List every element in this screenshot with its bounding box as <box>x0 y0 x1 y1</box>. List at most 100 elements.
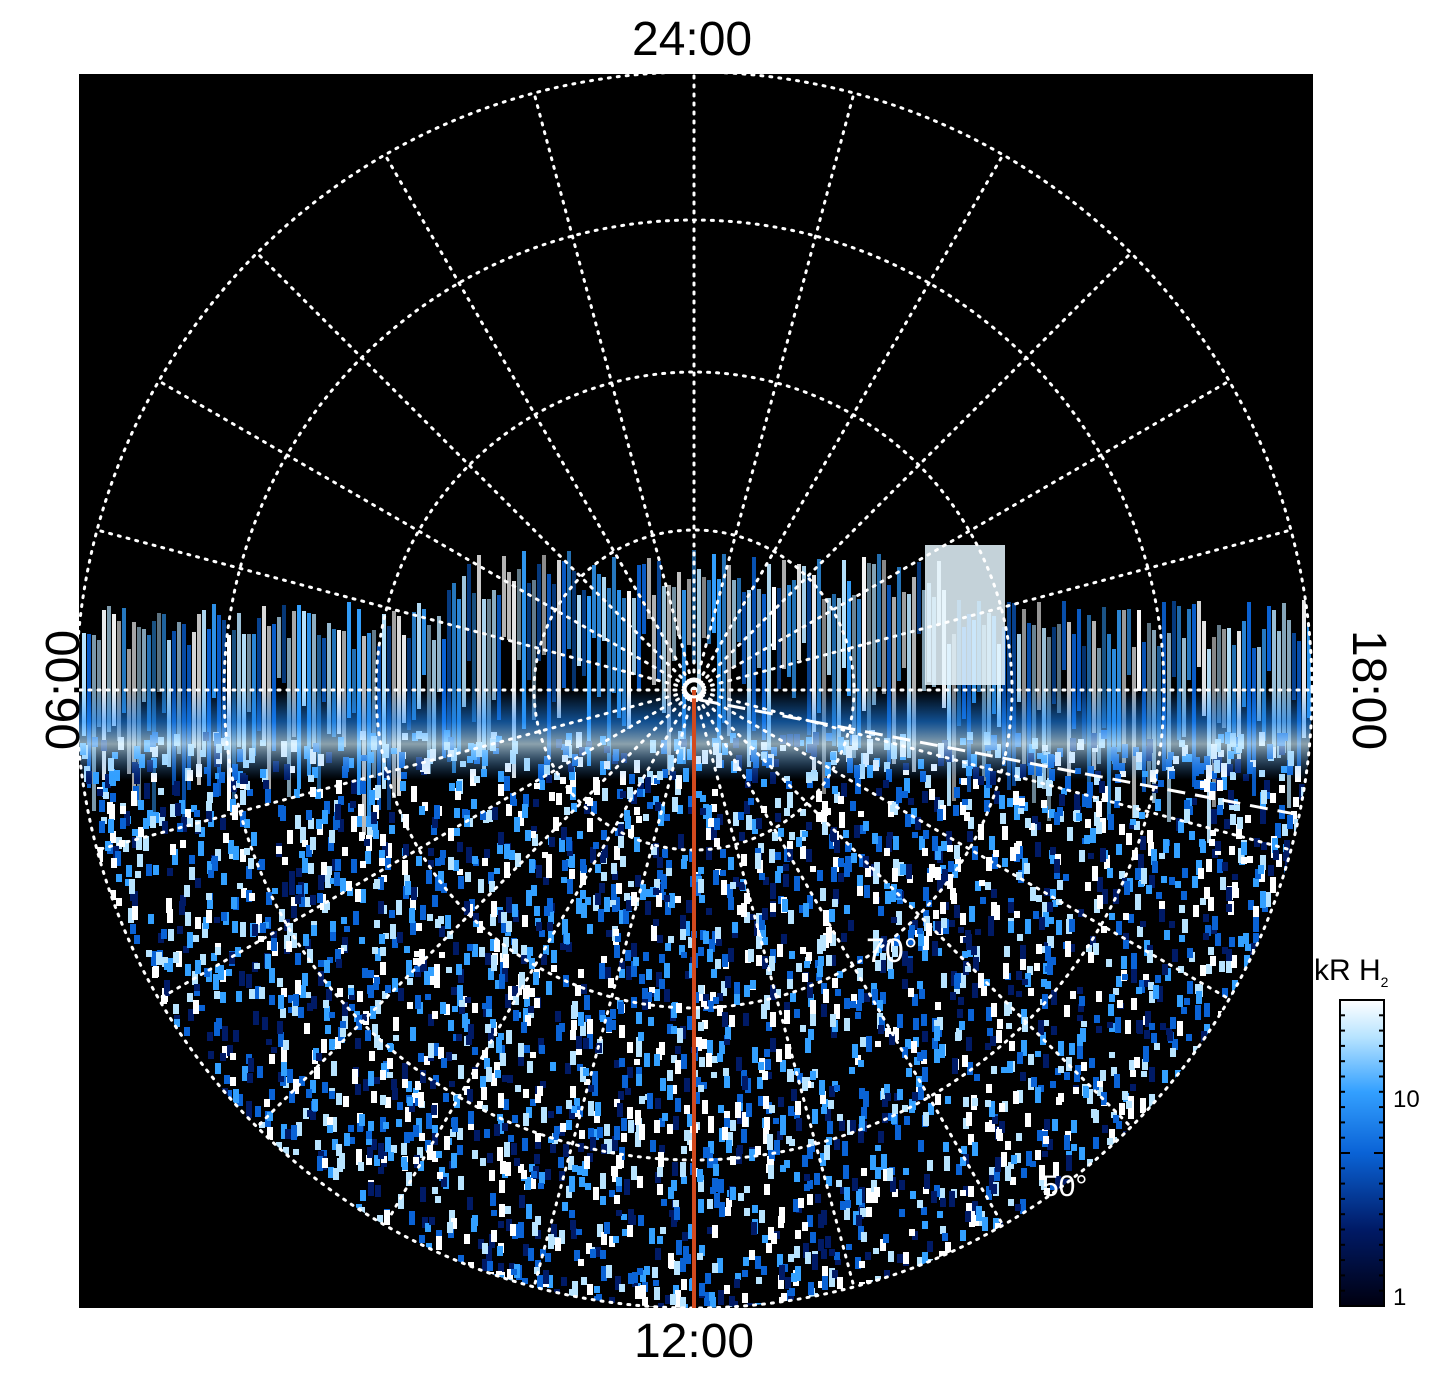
emission-speckle <box>356 1149 362 1165</box>
emission-speckle <box>812 1254 818 1270</box>
emission-speckle <box>714 818 720 830</box>
emission-speckle <box>717 1053 723 1062</box>
emission-speckle <box>906 1068 912 1077</box>
emission-speckle <box>587 798 593 806</box>
emission-speckle <box>1199 781 1205 788</box>
emission-speckle <box>786 1136 792 1144</box>
emission-speckle <box>482 858 488 866</box>
emission-speckle <box>800 1025 806 1032</box>
emission-speckle <box>794 1246 800 1258</box>
emission-speckle <box>522 915 528 927</box>
emission-speckle <box>385 985 391 993</box>
emission-speckle <box>899 1180 905 1190</box>
emission-speckle <box>1005 1141 1011 1150</box>
emission-speckle <box>514 817 520 832</box>
emission-speckle <box>1036 895 1042 902</box>
emission-speckle <box>466 847 472 863</box>
emission-speckle <box>897 1089 903 1100</box>
emission-speckle <box>950 888 956 900</box>
emission-speckle <box>598 909 604 922</box>
emission-speckle <box>174 781 180 796</box>
emission-speckle <box>861 1232 867 1242</box>
emission-streak <box>722 554 726 723</box>
emission-speckle <box>308 863 314 874</box>
emission-speckle <box>1035 1051 1041 1057</box>
emission-speckle <box>348 988 354 995</box>
emission-speckle <box>499 1180 505 1193</box>
emission-speckle <box>480 1076 486 1088</box>
emission-speckle <box>454 808 460 818</box>
emission-speckle <box>231 897 237 909</box>
emission-speckle <box>810 866 816 872</box>
emission-speckle <box>431 825 437 835</box>
emission-speckle <box>458 1255 464 1268</box>
emission-speckle <box>453 942 459 955</box>
emission-speckle <box>985 1100 991 1107</box>
emission-speckle <box>855 1257 861 1269</box>
emission-speckle <box>755 848 761 856</box>
emission-speckle <box>1253 906 1259 917</box>
emission-speckle <box>709 1292 715 1301</box>
emission-speckle <box>427 1145 433 1160</box>
emission-speckle <box>789 832 795 840</box>
emission-speckle <box>213 974 219 990</box>
emission-speckle <box>1063 874 1069 881</box>
emission-speckle <box>1258 865 1264 874</box>
emission-speckle <box>370 1006 376 1019</box>
emission-speckle <box>665 943 671 951</box>
emission-streak <box>97 640 101 727</box>
emission-speckle <box>756 1277 762 1284</box>
emission-speckle <box>427 914 433 921</box>
emission-speckle <box>138 800 144 810</box>
emission-speckle <box>1094 777 1100 785</box>
emission-speckle <box>888 1251 894 1262</box>
emission-speckle <box>810 1013 816 1026</box>
emission-streak <box>812 575 816 774</box>
emission-speckle <box>732 930 738 938</box>
emission-speckle <box>730 882 736 889</box>
emission-speckle <box>577 831 583 839</box>
emission-speckle <box>336 780 342 794</box>
emission-streak <box>1247 602 1251 769</box>
emission-speckle <box>824 778 830 788</box>
emission-speckle <box>830 1014 836 1027</box>
emission-speckle <box>610 900 616 907</box>
emission-streak <box>872 564 876 705</box>
emission-speckle <box>982 1217 988 1231</box>
emission-speckle <box>873 1248 879 1254</box>
emission-speckle <box>664 963 670 978</box>
emission-speckle <box>260 923 266 933</box>
emission-speckle <box>1116 921 1122 935</box>
emission-speckle <box>1137 1020 1143 1034</box>
emission-speckle <box>734 991 740 1005</box>
emission-speckle <box>565 1063 571 1074</box>
emission-speckle <box>564 807 570 815</box>
emission-speckle <box>832 1270 838 1278</box>
emission-streak <box>1077 609 1081 711</box>
emission-speckle <box>644 1266 650 1275</box>
emission-speckle <box>985 1122 991 1132</box>
emission-speckle <box>457 985 463 1000</box>
emission-speckle <box>627 1107 633 1119</box>
emission-speckle <box>580 890 586 899</box>
emission-speckle <box>760 925 766 937</box>
emission-speckle <box>902 791 908 798</box>
emission-speckle <box>397 932 403 943</box>
emission-speckle <box>1222 988 1228 997</box>
emission-speckle <box>994 791 1000 804</box>
emission-speckle <box>706 1053 712 1067</box>
emission-speckle <box>458 1065 464 1079</box>
emission-speckle <box>1147 830 1153 843</box>
emission-speckle <box>717 993 723 1001</box>
emission-speckle <box>612 1136 618 1151</box>
emission-speckle <box>448 828 454 841</box>
emission-speckle <box>1126 833 1132 845</box>
emission-streak <box>1057 624 1061 713</box>
emission-speckle <box>712 1225 718 1238</box>
emission-speckle <box>996 1030 1002 1043</box>
emission-speckle <box>560 1123 566 1132</box>
emission-streak <box>337 630 341 734</box>
emission-speckle <box>435 858 441 866</box>
emission-speckle <box>687 1016 693 1030</box>
emission-speckle <box>780 1060 786 1072</box>
